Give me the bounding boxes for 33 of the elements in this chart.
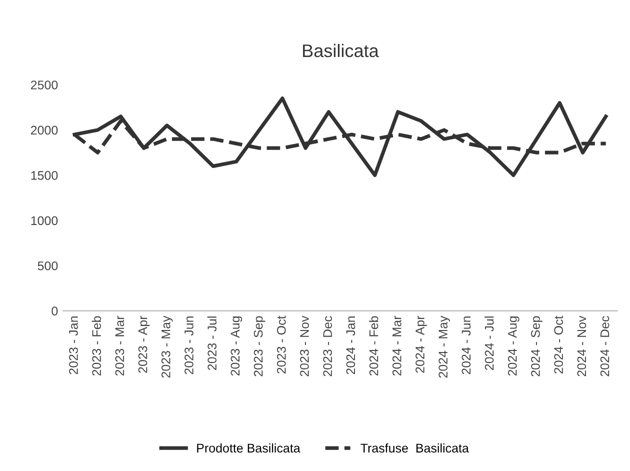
x-tick-label: 2024 - Apr <box>416 316 427 373</box>
x-tick-label: 2023 - Jun <box>184 316 194 374</box>
legend-label: Trasfuse Basilicata <box>360 443 469 453</box>
x-tick-label: 2024 - Jun <box>462 316 471 374</box>
y-tick-label: 2500 <box>30 80 58 90</box>
x-tick-label: 2024 - Nov <box>577 316 586 376</box>
y-tick-label: 2000 <box>30 126 58 135</box>
x-tick-label: 2023 - Mar <box>115 316 124 376</box>
x-tick-label: 2024 - Mar <box>392 316 402 376</box>
legend-label: Prodotte Basilicata <box>197 443 300 453</box>
x-tick-label: 2023 - May <box>161 316 173 378</box>
x-tick-label: 2023 - Sep <box>254 316 266 376</box>
x-tick-label: 2024 - Oct <box>554 316 564 374</box>
x-tick-label: 2023 - Oct <box>276 316 286 374</box>
x-tick-label: 2024 - Aug <box>508 316 520 376</box>
y-tick-label: 1000 <box>31 216 58 226</box>
y-tick-label: 0 <box>52 306 58 316</box>
x-tick-label: 2023 - Jan <box>69 316 78 374</box>
chart-title: Basilicata <box>303 44 379 58</box>
x-tick-label: 2023 - Nov <box>300 316 309 376</box>
x-tick-label: 2023 - Dec <box>323 316 332 376</box>
y-tick-label: 1500 <box>31 171 58 180</box>
x-tick-label: 2023 - Apr <box>138 316 150 373</box>
x-tick-label: 2023 - Jul <box>207 316 217 370</box>
x-tick-label: 2023 - Aug <box>230 316 242 376</box>
y-tick-label: 500 <box>38 261 58 270</box>
x-tick-label: 2024 - Jul <box>484 316 494 370</box>
x-tick-label: 2024 - Feb <box>369 316 378 376</box>
x-tick-label: 2023 - Feb <box>92 316 102 376</box>
x-tick-label: 2024 - May <box>438 316 450 378</box>
x-tick-label: 2024 - Dec <box>600 316 610 376</box>
x-tick-label: 2024 - Jan <box>346 316 356 374</box>
x-tick-label: 2024 - Sep <box>531 316 542 376</box>
